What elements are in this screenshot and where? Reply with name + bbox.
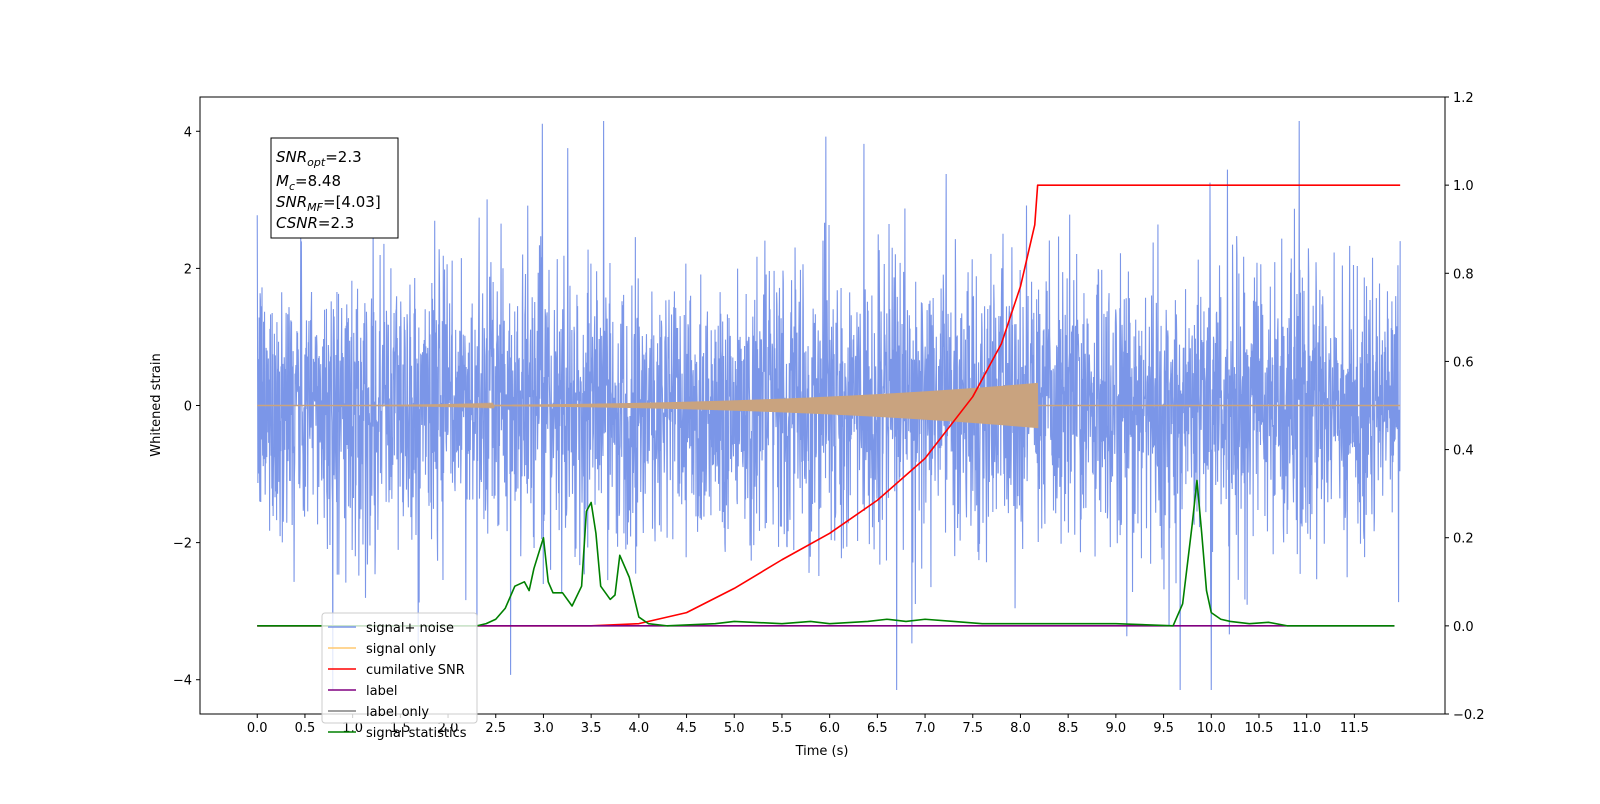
snr-mf-text: SNRMF=[4.03]: [276, 193, 381, 214]
x-tick-label: 6.5: [867, 721, 888, 736]
y-left-tick-label: 4: [184, 125, 192, 140]
x-tick-label: 4.5: [676, 721, 697, 736]
x-tick-label: 8.5: [1058, 721, 1079, 736]
legend-label: signal+ noise: [366, 621, 454, 636]
x-tick-label: 10.5: [1244, 721, 1273, 736]
axes: 0.0 0.5 1.0 1.5 2.0 2.5 3.0 3.5 4.0 4.5 5.0 5.5 6.0 6…: [173, 91, 1485, 736]
y-right-tick-label: 0.2: [1453, 532, 1474, 547]
y-right-tick-label: 1.2: [1453, 91, 1474, 106]
csnr-text: CSNR=2.3: [276, 214, 354, 232]
y-right-tick-label: 0.8: [1453, 267, 1474, 282]
snr-opt-subscript: opt: [307, 156, 326, 169]
x-tick-label: 5.0: [724, 721, 745, 736]
snr-opt-symbol: SNR: [276, 148, 307, 166]
legend: signal+ noise signal only cumilative SNR la…: [321, 612, 478, 741]
x-tick-label: 3.5: [581, 721, 602, 736]
legend-label: label: [366, 684, 397, 699]
series-signal-only-line: [257, 382, 1401, 429]
snr-mf-symbol: SNR: [276, 193, 307, 211]
snr-mf-subscript: MF: [307, 201, 323, 214]
x-tick-label: 7.0: [915, 721, 936, 736]
legend-label: signal only: [366, 642, 436, 657]
y-left-tick-label: −2: [173, 537, 192, 552]
x-axis-label: Time (s): [795, 744, 849, 759]
x-tick-label: 11.5: [1340, 721, 1369, 736]
x-tick-label: 3.0: [533, 721, 554, 736]
legend-frame: [321, 612, 478, 724]
series-signal-statistics-line: [257, 479, 1395, 627]
x-tick-label: 2.0: [438, 721, 459, 736]
y-right-tick-label: 1.0: [1453, 179, 1474, 194]
y-right-tick-label: −0.2: [1453, 708, 1485, 723]
csnr-value: =2.3: [318, 214, 354, 232]
mc-value: =8.48: [295, 172, 341, 190]
series-cumilative-snr-line: [257, 184, 1401, 627]
stats-annotation-frame: [270, 137, 399, 239]
snr-opt-text: SNRopt=2.3: [276, 148, 362, 169]
x-tick-label: 9.5: [1153, 721, 1174, 736]
x-tick-label: 9.0: [1106, 721, 1127, 736]
y-axis-label: Whitened strain: [149, 353, 164, 456]
mc-text: Mc=8.48: [276, 172, 341, 193]
x-tick-label: 6.0: [819, 721, 840, 736]
legend-label: signal statistics: [366, 726, 467, 741]
y-right-tick-label: 0.6: [1453, 355, 1474, 370]
y-left-tick-label: 0: [184, 400, 192, 415]
csnr-symbol: CSNR: [276, 214, 318, 232]
x-tick-label: 7.5: [962, 721, 983, 736]
legend-label: label only: [366, 705, 429, 720]
mc-subscript: c: [289, 180, 295, 193]
x-tick-label: 1.5: [390, 721, 411, 736]
y-left-tick-label: 2: [184, 262, 192, 277]
y-left-tick-label: −4: [173, 674, 192, 689]
x-tick-label: 4.0: [629, 721, 650, 736]
series-signal-noise-line: [256, 120, 1401, 691]
x-tick-label: 0.0: [247, 721, 268, 736]
x-tick-label: 5.5: [772, 721, 793, 736]
y-right-tick-label: 0.0: [1453, 620, 1474, 635]
y-right-tick-label: 0.4: [1453, 444, 1474, 459]
mc-symbol: M: [276, 172, 289, 190]
x-tick-label: 10.0: [1197, 721, 1226, 736]
snr-opt-value: =2.3: [325, 148, 361, 166]
stats-annotation: SNRopt=2.3 Mc=8.48 SNRMF=[4.03] CSNR=2.3: [270, 137, 399, 239]
x-tick-label: 2.5: [485, 721, 506, 736]
legend-label: cumilative SNR: [366, 663, 465, 678]
x-tick-label: 11.0: [1292, 721, 1321, 736]
x-tick-label: 0.5: [295, 721, 316, 736]
snr-mf-value: =[4.03]: [323, 193, 381, 211]
x-tick-label: 8.0: [1010, 721, 1031, 736]
